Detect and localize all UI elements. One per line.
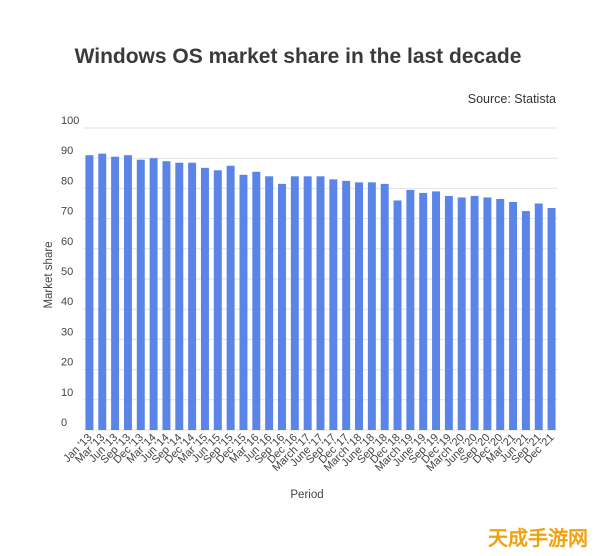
bar [419, 192, 428, 430]
y-tick-label: 80 [61, 175, 73, 187]
bar [509, 201, 518, 430]
y-tick-label: 30 [61, 326, 73, 338]
bar [483, 197, 492, 430]
bar [290, 176, 299, 430]
bar [226, 165, 235, 430]
watermark-text: 天成手游网 [488, 526, 588, 550]
bar [521, 211, 530, 430]
bar [393, 200, 402, 430]
y-tick-label: 90 [61, 145, 73, 157]
bar [444, 195, 453, 430]
bar [162, 161, 171, 430]
bar [111, 156, 120, 430]
bar [329, 179, 338, 430]
bar [496, 198, 505, 430]
bar [123, 155, 132, 430]
y-tick-label: 20 [61, 357, 73, 369]
bar [149, 158, 158, 430]
y-tick-label: 70 [61, 206, 73, 218]
bar [316, 176, 325, 430]
bar [252, 171, 261, 431]
y-tick-label: 50 [61, 266, 73, 278]
x-axis-label: Period [290, 489, 323, 501]
bar [239, 174, 248, 430]
y-tick-label: 60 [61, 236, 73, 248]
bar [200, 167, 209, 430]
bar [342, 180, 351, 430]
bar [188, 162, 197, 431]
bar [470, 195, 479, 430]
y-axis-ticks: 0 10 20 30 40 50 60 70 80 90 100 [61, 115, 79, 429]
bar [355, 182, 363, 430]
y-tick-label: 40 [61, 296, 73, 308]
bar [547, 208, 556, 430]
bar [213, 170, 222, 430]
bar [367, 182, 376, 430]
y-axis-label: Market share [43, 241, 55, 308]
bar [85, 155, 94, 430]
bar [406, 189, 415, 430]
y-tick-label: 0 [61, 417, 67, 429]
bar [98, 153, 107, 431]
bar [278, 183, 286, 430]
chart-title: Windows OS market share in the last deca… [75, 45, 522, 68]
bar [175, 162, 184, 431]
y-tick-label: 100 [61, 115, 79, 127]
source-label: Source: Statista [468, 92, 556, 106]
bar [457, 197, 466, 430]
bar [303, 176, 312, 430]
bar [136, 159, 145, 430]
bar [534, 203, 543, 430]
bar [380, 183, 389, 430]
bars [85, 153, 556, 431]
y-tick-label: 10 [61, 387, 73, 399]
bar [265, 176, 274, 430]
bar [432, 191, 441, 430]
